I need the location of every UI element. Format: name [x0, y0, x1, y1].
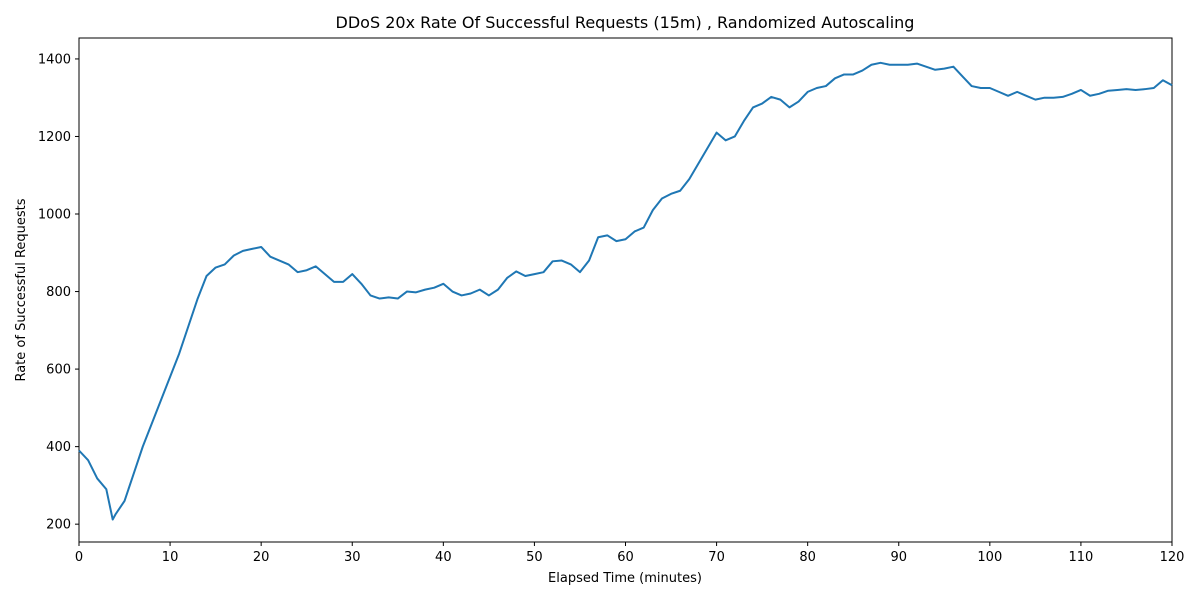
y-tick-label: 1000 [38, 208, 71, 223]
x-tick-label: 50 [526, 550, 543, 565]
x-tick-label: 40 [435, 550, 452, 565]
x-tick-label: 60 [617, 550, 634, 565]
y-tick-label: 400 [46, 440, 71, 455]
x-tick-label: 20 [253, 550, 270, 565]
data-line [78, 61, 1173, 521]
y-tick-label: 800 [46, 285, 71, 300]
y-tick-label: 1400 [38, 52, 71, 67]
y-tick-label: 1200 [38, 130, 71, 145]
x-tick-label: 80 [799, 550, 816, 565]
plot-frame [78, 37, 1173, 543]
y-axis-label: Rate of Successful Requests [14, 198, 29, 381]
chart-title: DDoS 20x Rate Of Successful Requests (15… [336, 13, 915, 32]
x-tick-label: 10 [162, 550, 179, 565]
y-tick-label: 600 [46, 363, 71, 378]
x-tick-label: 30 [344, 550, 361, 565]
x-tick-label: 110 [1069, 550, 1094, 565]
x-axis-label: Elapsed Time (minutes) [548, 571, 702, 586]
x-tick-label: 100 [977, 550, 1002, 565]
x-tick-label: 0 [75, 550, 83, 565]
x-tick-label: 70 [708, 550, 725, 565]
x-tick-label: 120 [1160, 550, 1185, 565]
y-tick-label: 200 [46, 518, 71, 533]
x-tick-label: 90 [890, 550, 907, 565]
